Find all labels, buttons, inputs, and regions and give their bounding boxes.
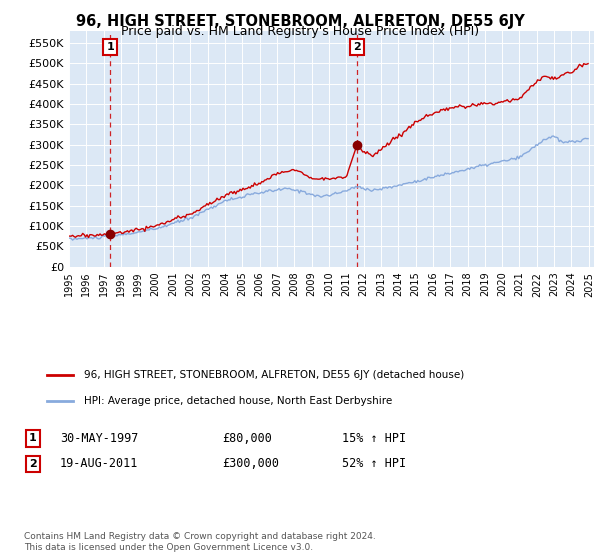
Text: 2: 2	[29, 459, 37, 469]
Text: 2: 2	[353, 42, 361, 52]
Text: £300,000: £300,000	[222, 457, 279, 470]
Text: 30-MAY-1997: 30-MAY-1997	[60, 432, 139, 445]
Text: 96, HIGH STREET, STONEBROOM, ALFRETON, DE55 6JY (detached house): 96, HIGH STREET, STONEBROOM, ALFRETON, D…	[83, 370, 464, 380]
Text: 1: 1	[29, 433, 37, 444]
Text: HPI: Average price, detached house, North East Derbyshire: HPI: Average price, detached house, Nort…	[83, 396, 392, 406]
Text: Contains HM Land Registry data © Crown copyright and database right 2024.
This d: Contains HM Land Registry data © Crown c…	[24, 532, 376, 552]
Text: 96, HIGH STREET, STONEBROOM, ALFRETON, DE55 6JY: 96, HIGH STREET, STONEBROOM, ALFRETON, D…	[76, 14, 524, 29]
Text: £80,000: £80,000	[222, 432, 272, 445]
Text: 19-AUG-2011: 19-AUG-2011	[60, 457, 139, 470]
Text: 52% ↑ HPI: 52% ↑ HPI	[342, 457, 406, 470]
Text: Price paid vs. HM Land Registry's House Price Index (HPI): Price paid vs. HM Land Registry's House …	[121, 25, 479, 38]
Text: 15% ↑ HPI: 15% ↑ HPI	[342, 432, 406, 445]
Text: 1: 1	[106, 42, 114, 52]
